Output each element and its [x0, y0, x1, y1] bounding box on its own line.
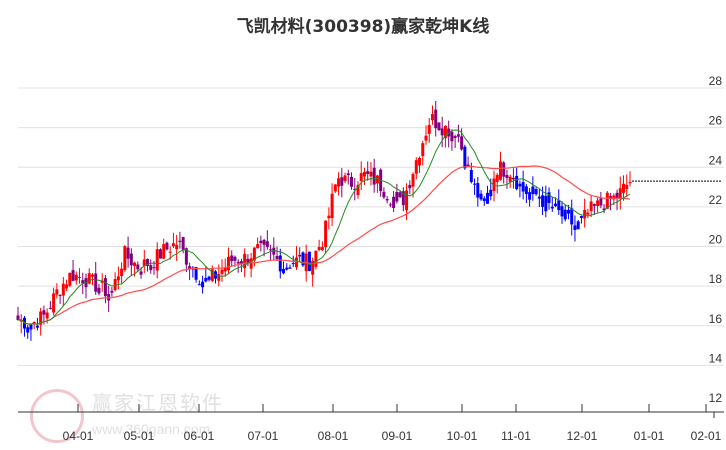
- chart-title: 飞凯材料(300398)赢家乾坤K线: [236, 17, 490, 37]
- y-tick-label: 26: [709, 114, 723, 128]
- x-tick-label: 07-01: [248, 429, 279, 443]
- y-axis: 12 14 16 18 20 22 24 26 28: [709, 74, 723, 405]
- x-tick-label: 08-01: [318, 429, 349, 443]
- x-axis: 04-01 05-01 06-01 07-01 08-01 09-01 10-01 11-01…: [18, 404, 724, 443]
- y-tick-label: 24: [709, 153, 723, 167]
- x-tick-label: 10-01: [447, 429, 478, 443]
- x-tick-label: 05-01: [124, 429, 155, 443]
- watermark: 赢家江恩软件 www.360gann.com: [20, 383, 250, 443]
- x-tick-label: 11-01: [501, 429, 531, 443]
- y-tick-label: 16: [709, 312, 723, 326]
- x-tick-label: 04-01: [63, 429, 94, 443]
- y-tick-label: 20: [709, 233, 723, 247]
- x-tick-label: 02-01: [691, 429, 722, 443]
- watermark-brand: 赢家江恩软件: [92, 391, 224, 415]
- watermark-url: www.360gann.com: [92, 421, 211, 437]
- y-tick-label: 12: [709, 391, 723, 405]
- y-tick-label: 22: [709, 193, 723, 207]
- x-tick-label: 01-01: [634, 429, 665, 443]
- ma-short-line: [17, 129, 631, 325]
- x-tick-label: 09-01: [382, 429, 413, 443]
- y-tick-label: 18: [709, 272, 723, 286]
- watermark-seal-icon: [30, 389, 84, 443]
- grid-lines: [18, 87, 724, 366]
- candlesticks: [16, 100, 632, 341]
- ma-long-line: [17, 165, 631, 325]
- x-tick-label: 12-01: [567, 429, 598, 443]
- y-tick-label: 14: [709, 351, 723, 365]
- y-tick-label: 28: [709, 74, 723, 88]
- x-tick-label: 06-01: [184, 429, 215, 443]
